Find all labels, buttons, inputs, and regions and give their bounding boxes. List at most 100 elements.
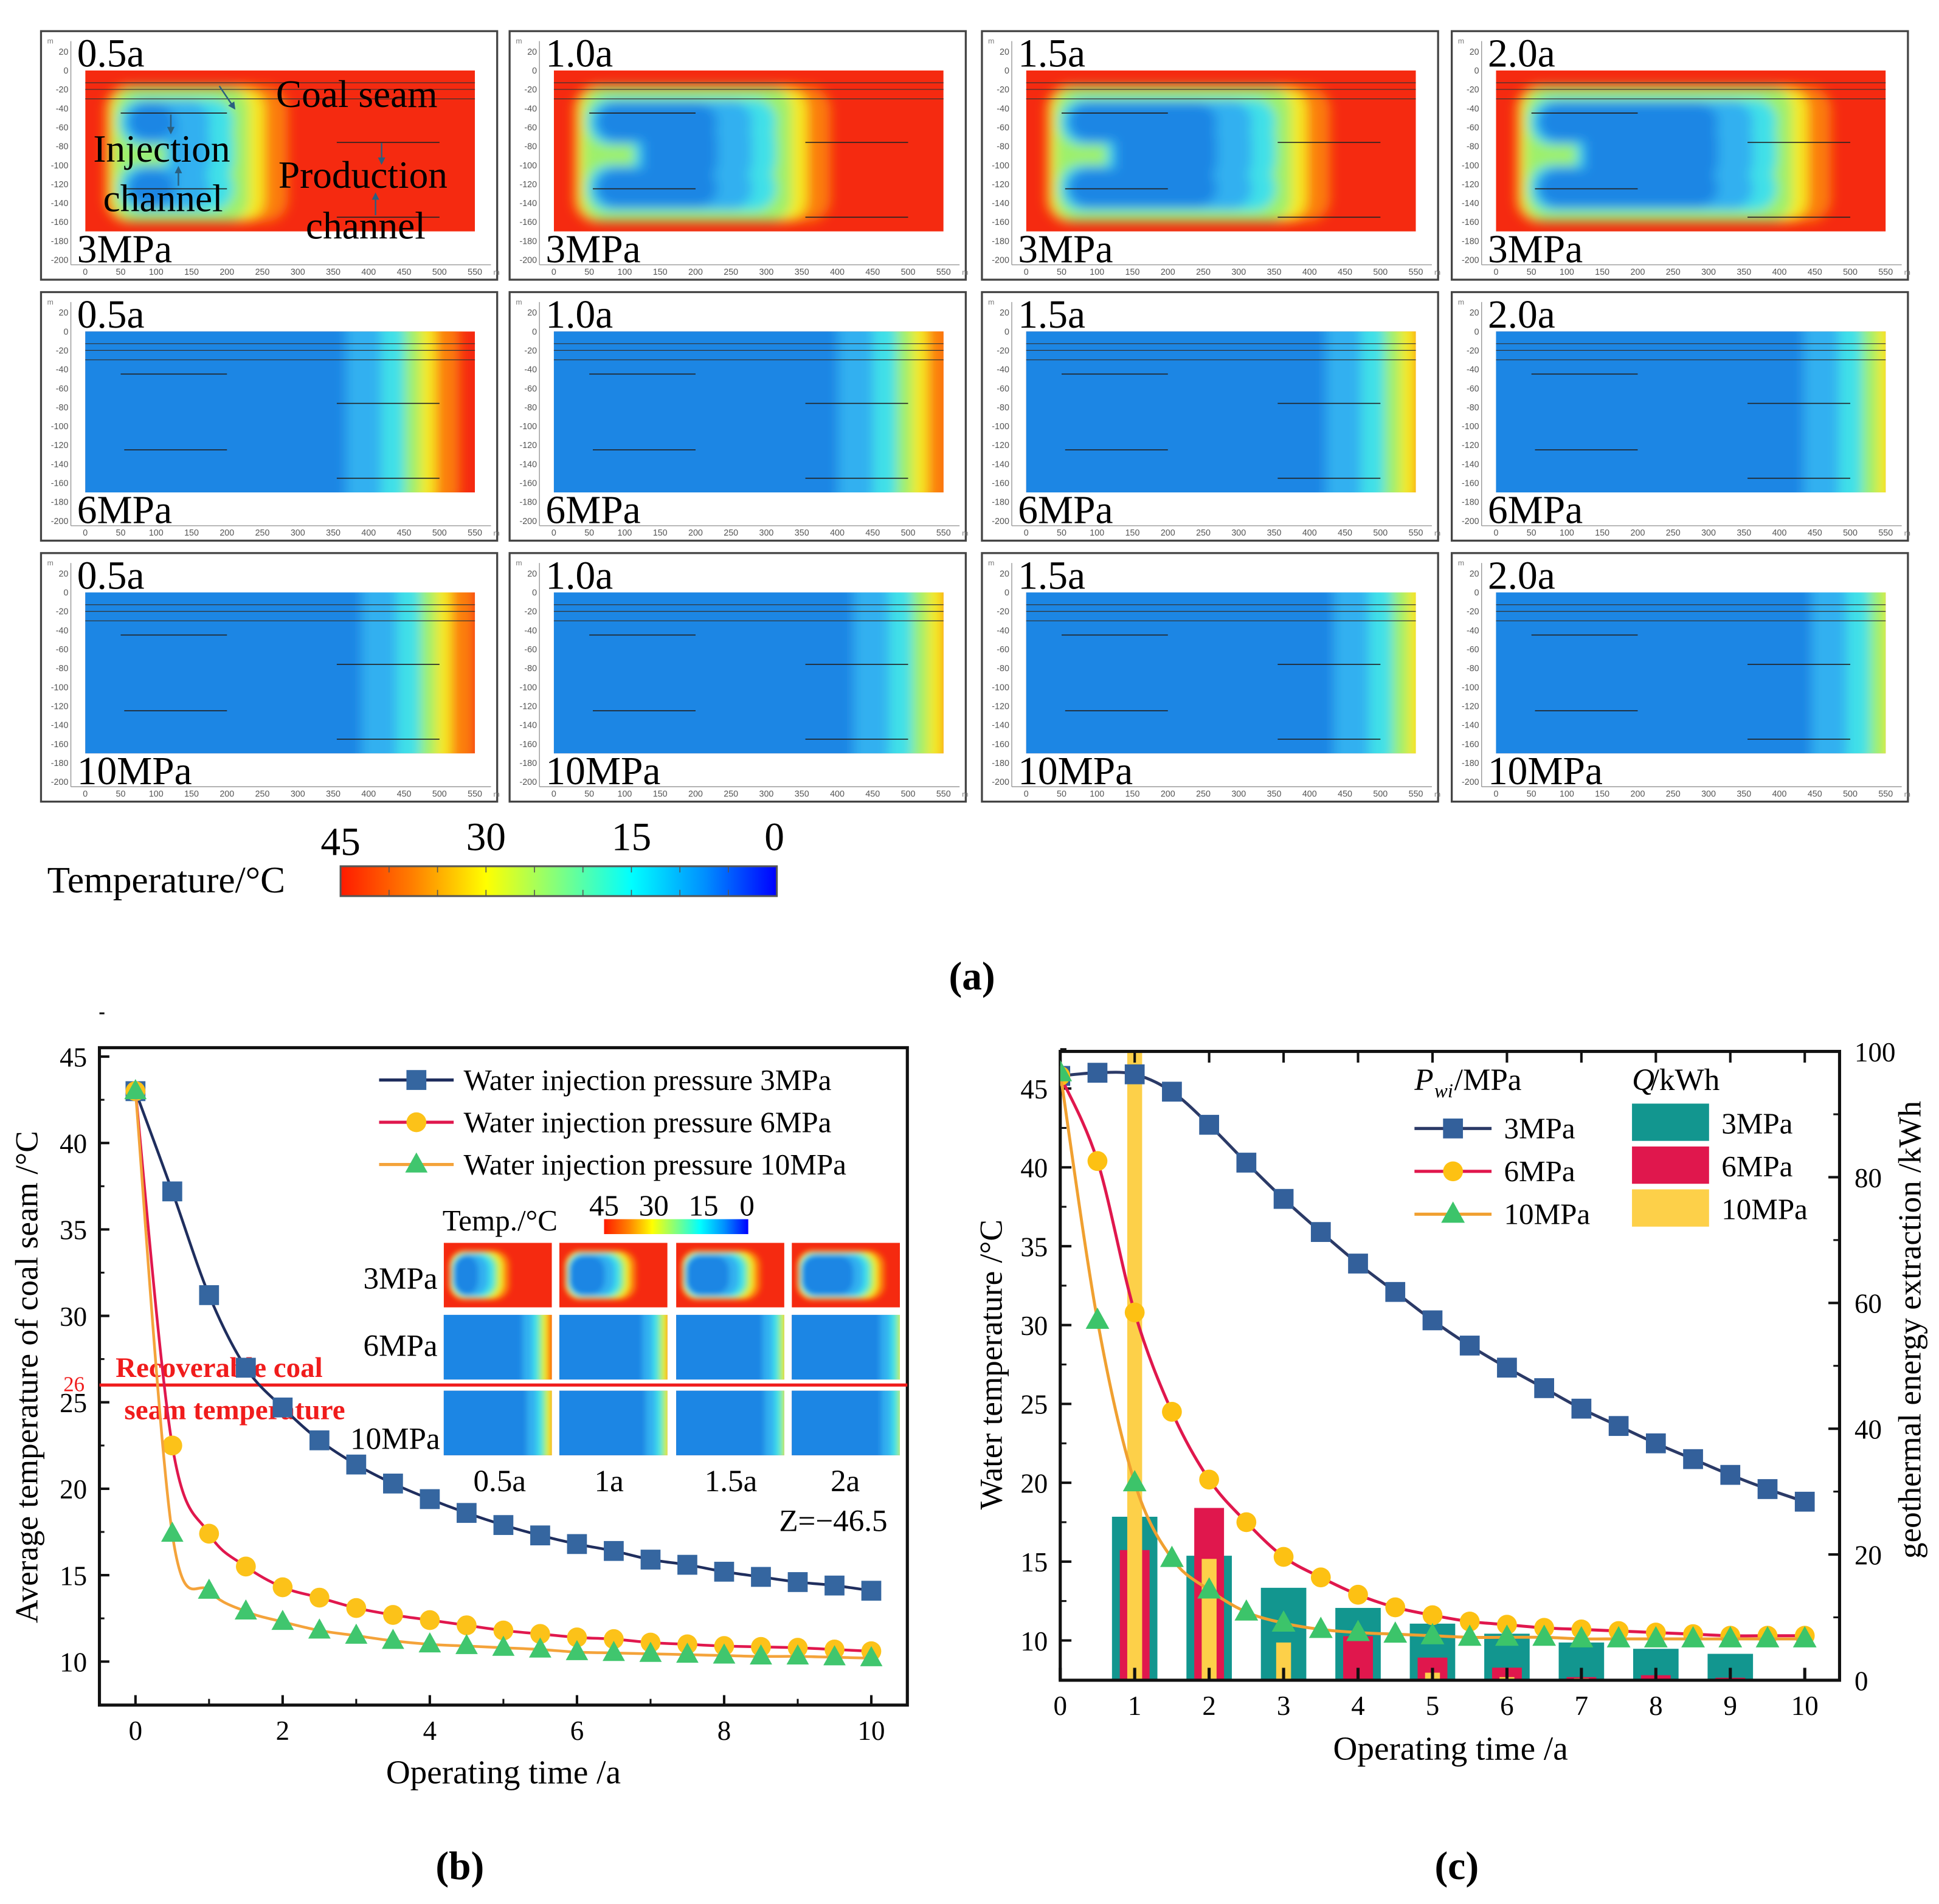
contour-y-tick-label: -60 [1467, 384, 1479, 394]
contour-y-tick-label: 20 [527, 47, 537, 57]
contour-y-unit: m [47, 559, 54, 567]
contour-y-tick-label: -20 [997, 607, 1009, 617]
contour-y-tick-label: -160 [1462, 740, 1479, 750]
x-tick-label: 4 [1351, 1691, 1364, 1721]
annotation-injection-channel: Injection [93, 128, 230, 170]
temperature-field [443, 1390, 552, 1455]
contour-x-tick-label: 0 [1493, 789, 1498, 799]
contour-x-tick-label: 550 [936, 789, 951, 799]
contour-x-tick-label: 0 [551, 528, 556, 538]
contour-x-tick-label: 0 [1024, 267, 1029, 277]
bar-10MPa [1127, 1051, 1142, 1680]
data-point-square [420, 1489, 440, 1509]
data-point-square [1571, 1398, 1592, 1419]
cold-front [1026, 331, 1416, 493]
contour-x-tick-label: 500 [1373, 528, 1388, 538]
isotherm-band [128, 168, 175, 207]
data-point-square [1720, 1464, 1741, 1485]
contour-x-tick-label: 300 [1701, 528, 1716, 538]
colorbar-tick-label: 45 [320, 821, 360, 864]
cold-front [681, 1250, 761, 1300]
data-point-square [309, 1430, 330, 1450]
y2-tick-label: 100 [1854, 1037, 1895, 1068]
contour-time-label: 1.0a [545, 293, 613, 337]
contour-x-tick-label: 450 [865, 267, 880, 277]
contour-x-tick-label: 100 [1090, 267, 1104, 277]
contour-y-tick-label: 0 [532, 327, 537, 337]
contour-time-label: 1.5a [1018, 293, 1085, 337]
data-point-triangle [418, 1632, 441, 1653]
cold-front [676, 1390, 784, 1455]
isotherm-band [443, 1390, 527, 1455]
temperature-field [1496, 331, 1886, 493]
data-point-square [677, 1554, 697, 1575]
contour-y-tick-label: -20 [997, 85, 1009, 95]
contour-y-tick-label: 0 [63, 327, 68, 337]
contour-y-tick-label: -120 [519, 702, 537, 712]
legend-swatch [1632, 1146, 1709, 1184]
data-point-triangle [1197, 1577, 1222, 1599]
contour-y-tick-label: -140 [51, 721, 69, 731]
contour-time-label: 1.0a [545, 554, 613, 598]
contour-x-tick-label: 50 [584, 789, 594, 799]
contour-x-tick-label: 400 [1772, 528, 1787, 538]
isotherm-band [1026, 331, 1327, 493]
contour-y-tick-label: -20 [524, 85, 537, 95]
contour-pressure-label: 3MPa [1018, 227, 1113, 271]
x-tick-label: 2 [276, 1716, 289, 1746]
inset-column-label: 1a [595, 1464, 624, 1499]
contour-y-tick-label: 20 [527, 569, 537, 579]
contour-x-tick-label: 300 [291, 267, 305, 277]
contour-y-tick-label: -120 [519, 441, 537, 450]
contour-x-tick-label: 150 [1125, 267, 1140, 277]
contour-y-tick-label: -20 [997, 346, 1009, 356]
contour-y-tick-label: -20 [1467, 607, 1479, 617]
data-point-circle [530, 1624, 550, 1644]
contour-x-tick-label: 250 [1666, 528, 1681, 538]
contour-y-tick-label: -40 [997, 104, 1009, 114]
contour-y-tick-label: -60 [524, 123, 537, 133]
data-point-triangle [345, 1623, 368, 1644]
data-point-square [199, 1285, 219, 1305]
contour-x-tick-label: 300 [1701, 267, 1716, 277]
data-point-triangle [823, 1645, 846, 1666]
chart-b-x-axis-title: Operating time /a [386, 1754, 621, 1791]
contour-y-tick-label: -80 [1467, 403, 1479, 413]
contour-x-tick-label: 400 [1302, 528, 1317, 538]
isotherm-band [85, 592, 362, 754]
figure-a-contour-grid: 200-20-40-60-80-100-120-140-160-180-2000… [40, 30, 1910, 803]
data-point-square [1794, 1491, 1815, 1512]
data-point-circle [457, 1615, 477, 1635]
contour-y-tick-label: -160 [51, 479, 69, 489]
legend-label: Water injection pressure 3MPa [463, 1063, 831, 1097]
data-point-triangle [603, 1641, 625, 1661]
contour-y-unit: m [988, 37, 994, 46]
contour-x-tick-label: 400 [361, 267, 376, 277]
series-2 [1060, 1060, 1817, 1647]
contour-y-tick-label: -60 [56, 645, 69, 655]
contour-y-tick-label: -140 [1462, 460, 1479, 469]
contour-x-tick-label: 150 [653, 267, 668, 277]
contour-x-tick-label: 250 [724, 267, 738, 277]
contour-y-tick-label: -120 [992, 702, 1009, 712]
data-point-circle [1310, 1567, 1331, 1588]
data-point-square [1310, 1222, 1331, 1242]
contour-y-tick-label: -120 [1462, 180, 1479, 190]
contour-x-tick-label: 500 [1373, 267, 1388, 277]
contour-x-tick-label: 150 [653, 789, 668, 799]
contour-x-tick-label: 250 [724, 789, 738, 799]
contour-pressure-label: 10MPa [545, 750, 660, 793]
contour-pressure-label: 3MPa [545, 227, 640, 271]
data-point-circle [272, 1577, 293, 1598]
contour-x-unit: m [1904, 790, 1910, 798]
contour-y-tick-label: 20 [1000, 569, 1009, 579]
inset-depth-note: Z=−46.5 [779, 1504, 887, 1539]
contour-y-tick-label: -200 [51, 778, 69, 787]
contour-x-tick-label: 200 [1631, 267, 1645, 277]
contour-x-tick-label: 550 [1878, 528, 1893, 538]
cold-front [564, 1250, 637, 1300]
contour-x-tick-label: 150 [184, 528, 199, 538]
y-tick-label: 35 [60, 1215, 87, 1246]
data-point-square [235, 1357, 256, 1378]
contour-panel: 200-20-40-60-80-100-120-140-160-180-2000… [40, 291, 500, 542]
